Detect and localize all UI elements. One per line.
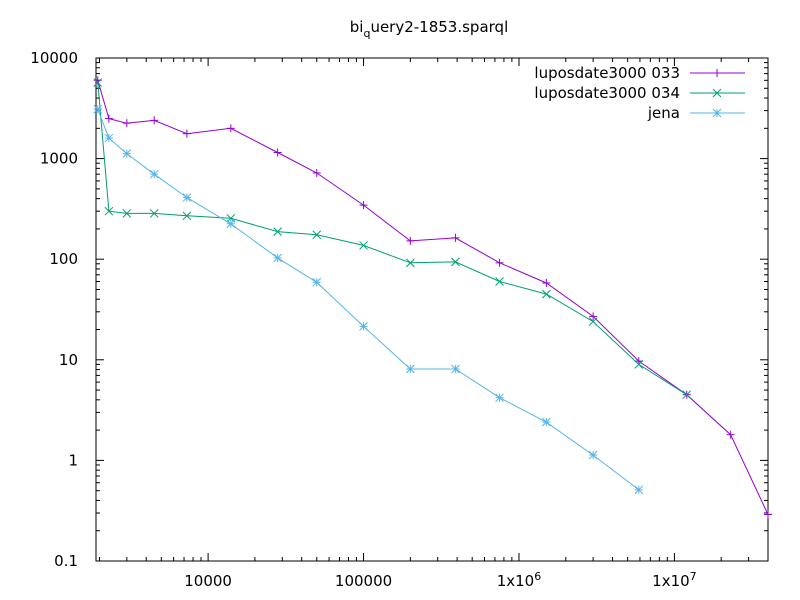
data-point [149, 169, 159, 179]
data-point [149, 209, 159, 218]
x-tick: 10000 [184, 58, 232, 590]
data-point [495, 258, 504, 267]
data-point [312, 168, 321, 177]
data-point [122, 119, 131, 128]
data-point [359, 322, 368, 331]
x-tick: 1x107 [652, 58, 697, 590]
y-tick: 1 [68, 451, 768, 469]
x-tick: 100000 [335, 58, 392, 590]
data-point [122, 209, 132, 218]
series-1 [93, 78, 692, 400]
y-tick: 1000 [40, 150, 768, 168]
data-point [541, 417, 551, 427]
data-point [150, 116, 159, 125]
series-2 [93, 104, 644, 495]
data-point [634, 485, 644, 495]
data-point [405, 364, 415, 374]
y-tick-label: 10 [59, 351, 78, 369]
series-line [97, 82, 687, 396]
y-tick: 10000 [30, 49, 768, 67]
data-point [451, 257, 460, 267]
data-point [93, 104, 103, 114]
data-point [495, 393, 504, 403]
x-tick-label: 10000 [184, 572, 232, 590]
legend-label: luposdate3000 034 [534, 84, 680, 102]
legend-item: luposdate3000 033 [534, 64, 745, 82]
series-line [97, 109, 640, 491]
data-point [359, 201, 368, 210]
data-point [451, 233, 460, 242]
y-tick: 100 [49, 250, 768, 268]
y-axis: 0.1 1 10 100 1000 10000 [30, 49, 768, 570]
data-point [312, 277, 322, 287]
y-tick-label: 0.1 [54, 552, 78, 570]
x-tick-label: 100000 [335, 572, 392, 590]
data-point [273, 227, 282, 236]
data-point [312, 230, 322, 240]
data-point [589, 312, 598, 321]
data-point [588, 450, 598, 460]
chart-title-suffix: uery2-1853.sparql [370, 18, 508, 36]
data-point [712, 108, 722, 118]
data-point [359, 241, 368, 250]
x-tick-label: 1x107 [652, 570, 697, 590]
data-point [634, 360, 644, 369]
data-point [541, 289, 551, 299]
data-point [712, 88, 722, 98]
data-point [764, 510, 772, 519]
data-point [405, 258, 415, 268]
chart-title: biquery2-1853.sparql [350, 18, 509, 40]
data-point [226, 219, 236, 229]
legend: luposdate3000 033 luposdate3000 034 jena [534, 64, 745, 122]
data-point [406, 236, 415, 245]
x-tick-label: 1x106 [497, 570, 542, 590]
y-tick-label: 100 [49, 250, 78, 268]
legend-item: luposdate3000 034 [534, 84, 745, 102]
y-tick: 0.1 [54, 552, 768, 570]
x-tick: 1x106 [497, 58, 542, 590]
plot-frame [95, 57, 769, 562]
data-point [273, 253, 282, 263]
data-point [726, 430, 735, 439]
x-axis: 10000 100000 1x106 1x107 [98, 58, 750, 590]
data-point [588, 317, 598, 326]
data-point [226, 124, 235, 133]
legend-item: jena [647, 104, 745, 122]
data-point [542, 278, 551, 287]
legend-label: jena [647, 104, 680, 122]
series-line [97, 80, 769, 515]
data-point [682, 390, 692, 400]
y-tick-label: 1000 [40, 150, 78, 168]
data-point [93, 78, 103, 87]
data-point [182, 129, 191, 138]
data-point [273, 148, 282, 157]
data-point [713, 69, 721, 77]
series-layer [93, 76, 772, 519]
data-point [122, 149, 132, 159]
data-point [495, 277, 504, 286]
data-point [182, 193, 192, 202]
chart-title-prefix: bi [350, 18, 364, 36]
data-point [104, 114, 113, 123]
data-point [182, 211, 192, 221]
data-point [104, 133, 114, 143]
y-tick-label: 1 [68, 451, 78, 469]
chart-title-subscript: q [363, 27, 370, 40]
series-0 [93, 76, 772, 519]
y-tick-label: 10000 [30, 49, 78, 67]
legend-label: luposdate3000 033 [534, 64, 680, 82]
y-tick: 10 [59, 351, 768, 369]
data-point [451, 364, 460, 374]
data-point [104, 206, 114, 216]
